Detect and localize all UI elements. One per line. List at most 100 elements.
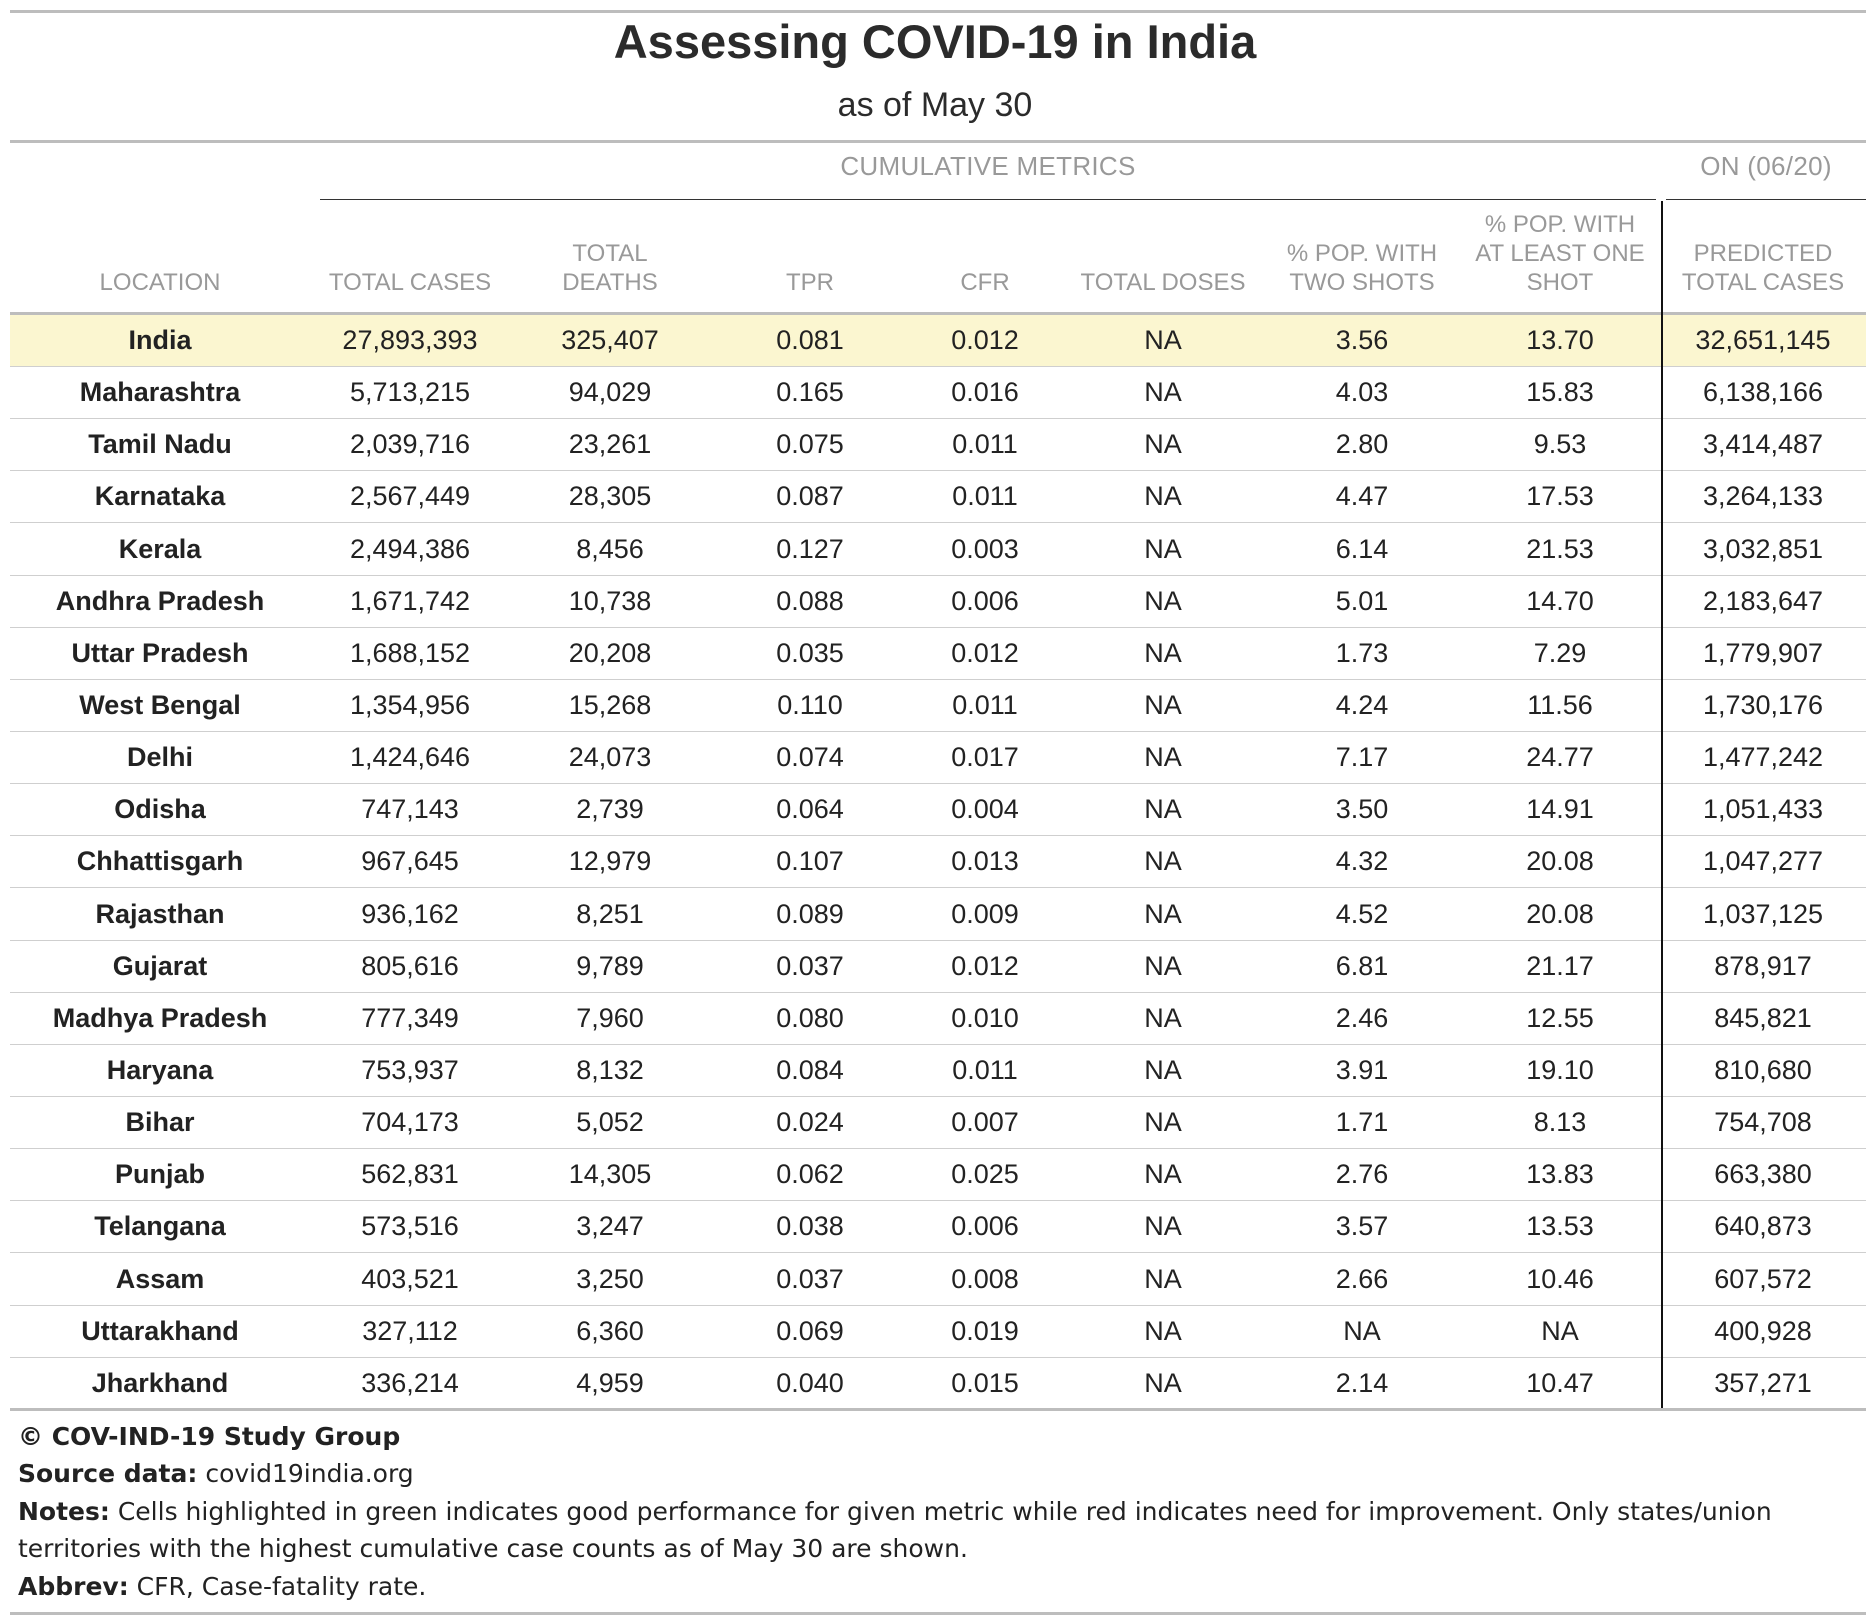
cell-total-doses: NA bbox=[1144, 1159, 1182, 1190]
cell-total-cases: 5,713,215 bbox=[349, 377, 471, 408]
cell-total-deaths: 10,738 bbox=[568, 585, 652, 616]
cell-total-cases: 777,349 bbox=[361, 1002, 459, 1033]
table-row: Odisha 747,143 2,739 0.064 0.004 NA 3.50 14.91 1… bbox=[10, 784, 1866, 837]
cell-tpr: 0.064 bbox=[776, 794, 844, 825]
cell-predicted-total-cases: 2,183,647 bbox=[1702, 585, 1824, 616]
title-rule bbox=[10, 140, 1866, 143]
footer-source: Source data: covid19india.org bbox=[18, 1455, 414, 1492]
cell-pct-one-shot: 24.77 bbox=[1526, 742, 1594, 773]
cell-tpr: 0.088 bbox=[776, 585, 844, 616]
cell-predicted-total-cases: 1,047,277 bbox=[1702, 846, 1824, 877]
cell-tpr: 0.081 bbox=[776, 325, 844, 355]
cell-tpr: 0.074 bbox=[776, 742, 844, 773]
bottom-rule bbox=[10, 1612, 1866, 1615]
cell-tpr: 0.062 bbox=[776, 1159, 844, 1190]
cell-location: Haryana bbox=[106, 1054, 214, 1085]
cell-pct-one-shot: 9.53 bbox=[1533, 429, 1587, 460]
cell-pct-two-shots: 5.01 bbox=[1335, 585, 1389, 616]
cell-location: West Bengal bbox=[79, 689, 241, 720]
table-row-national: India 27,893,393 325,407 0.081 0.012 NA 3.56 13… bbox=[10, 315, 1866, 367]
column-header-cfr: CFR bbox=[960, 269, 1010, 296]
cell-location: Karnataka bbox=[94, 481, 226, 512]
cell-location: Assam bbox=[115, 1263, 205, 1294]
cell-total-doses: NA bbox=[1144, 377, 1182, 408]
cell-tpr: 0.035 bbox=[776, 637, 844, 668]
group-underline-cumulative bbox=[320, 199, 1656, 200]
table-row: Chhattisgarh 967,645 12,979 0.107 0.013 NA 4.3… bbox=[10, 836, 1866, 889]
cell-predicted-total-cases: 1,477,242 bbox=[1702, 742, 1824, 773]
cell-location: Delhi bbox=[126, 742, 193, 773]
cell-pct-two-shots: 4.47 bbox=[1335, 481, 1389, 512]
cell-total-doses: NA bbox=[1144, 846, 1182, 877]
cell-total-doses: NA bbox=[1144, 1263, 1182, 1294]
cell-cfr: 0.006 bbox=[951, 1211, 1019, 1242]
cell-pct-two-shots: 2.46 bbox=[1335, 1002, 1389, 1033]
cell-total-deaths: 9,789 bbox=[576, 950, 644, 981]
cell-pct-two-shots: 2.66 bbox=[1335, 1263, 1389, 1294]
table-row: Andhra Pradesh 1,671,742 10,738 0.088 0.006 N… bbox=[10, 576, 1866, 628]
cell-cfr: 0.006 bbox=[951, 585, 1019, 616]
cell-pct-two-shots: 2.80 bbox=[1335, 429, 1389, 460]
cell-location: Rajasthan bbox=[95, 898, 225, 929]
notes-line-1: Cells highlighted in green indicates goo… bbox=[117, 1497, 1772, 1526]
cell-total-doses: NA bbox=[1144, 1054, 1182, 1085]
cell-total-cases: 704,173 bbox=[361, 1107, 459, 1138]
cell-total-deaths: 8,456 bbox=[576, 533, 644, 564]
column-header-total-cases: TOTAL CASES bbox=[328, 269, 492, 296]
cell-pct-one-shot: 19.10 bbox=[1526, 1054, 1594, 1085]
table-row: Tamil Nadu 2,039,716 23,261 0.075 0.011 NA 2.8… bbox=[10, 419, 1866, 472]
table-row: Uttar Pradesh 1,688,152 20,208 0.035 0.012 NA… bbox=[10, 628, 1866, 680]
cell-total-deaths: 15,268 bbox=[568, 689, 652, 720]
cell-tpr: 0.107 bbox=[776, 846, 844, 877]
cell-total-deaths: 8,132 bbox=[576, 1054, 644, 1085]
cell-predicted-total-cases: 845,821 bbox=[1714, 1002, 1812, 1033]
cell-tpr: 0.069 bbox=[776, 1315, 844, 1346]
cell-predicted-total-cases: 663,380 bbox=[1714, 1159, 1812, 1190]
cell-total-cases: 967,645 bbox=[361, 846, 459, 877]
column-header-location: LOCATION bbox=[99, 269, 221, 296]
cell-location: Jharkhand bbox=[91, 1367, 229, 1398]
cell-total-cases: 573,516 bbox=[361, 1211, 459, 1242]
cell-predicted-total-cases: 810,680 bbox=[1714, 1054, 1812, 1085]
cell-tpr: 0.037 bbox=[776, 950, 844, 981]
cell-total-doses: NA bbox=[1144, 1367, 1182, 1398]
cell-pct-one-shot: 10.46 bbox=[1526, 1263, 1594, 1294]
cell-tpr: 0.089 bbox=[776, 898, 844, 929]
cell-cfr: 0.019 bbox=[951, 1315, 1019, 1346]
cell-pct-two-shots: 4.32 bbox=[1335, 846, 1389, 877]
cell-tpr: 0.075 bbox=[776, 429, 844, 460]
cell-pct-one-shot: NA bbox=[1541, 1315, 1579, 1346]
table-row: Rajasthan 936,162 8,251 0.089 0.009 NA 4.52 20.… bbox=[10, 889, 1866, 941]
cell-predicted-total-cases: 32,651,145 bbox=[1695, 325, 1831, 355]
cell-tpr: 0.084 bbox=[776, 1054, 844, 1085]
cell-predicted-total-cases: 878,917 bbox=[1714, 950, 1812, 981]
cell-total-deaths: 24,073 bbox=[568, 742, 652, 773]
cell-tpr: 0.127 bbox=[776, 533, 844, 564]
cell-cfr: 0.025 bbox=[951, 1159, 1019, 1190]
table-row: Assam 403,521 3,250 0.037 0.008 NA 2.66 10.46 60… bbox=[10, 1254, 1866, 1306]
cell-total-cases: 562,831 bbox=[361, 1159, 459, 1190]
cell-total-deaths: 6,360 bbox=[576, 1315, 644, 1346]
cell-cfr: 0.009 bbox=[951, 898, 1019, 929]
cell-total-cases: 1,424,646 bbox=[349, 742, 471, 773]
footer-copyright: © COV-IND-19 Study Group bbox=[18, 1422, 401, 1451]
cell-total-doses: NA bbox=[1144, 1107, 1182, 1138]
cell-predicted-total-cases: 1,051,433 bbox=[1702, 794, 1824, 825]
footer-notes: Notes: Cells highlighted in green indica… bbox=[18, 1493, 1772, 1530]
cell-pct-two-shots: 1.73 bbox=[1335, 637, 1389, 668]
cell-tpr: 0.038 bbox=[776, 1211, 844, 1242]
cell-pct-one-shot: 15.83 bbox=[1526, 377, 1594, 408]
table-row: Punjab 562,831 14,305 0.062 0.025 NA 2.76 13.83… bbox=[10, 1149, 1866, 1202]
cell-cfr: 0.003 bbox=[951, 533, 1019, 564]
cell-total-deaths: 325,407 bbox=[561, 325, 659, 355]
cell-total-cases: 936,162 bbox=[361, 898, 459, 929]
cell-pct-one-shot: 14.70 bbox=[1526, 585, 1594, 616]
cell-pct-two-shots: 3.56 bbox=[1335, 325, 1389, 355]
cell-total-deaths: 5,052 bbox=[576, 1107, 644, 1138]
cell-total-deaths: 7,960 bbox=[576, 1002, 644, 1033]
table-row: West Bengal 1,354,956 15,268 0.110 0.011 NA 4.… bbox=[10, 680, 1866, 732]
cell-pct-two-shots: 4.03 bbox=[1335, 377, 1389, 408]
cell-total-deaths: 23,261 bbox=[568, 429, 652, 460]
cell-predicted-total-cases: 640,873 bbox=[1714, 1211, 1812, 1242]
cell-cfr: 0.016 bbox=[951, 377, 1019, 408]
